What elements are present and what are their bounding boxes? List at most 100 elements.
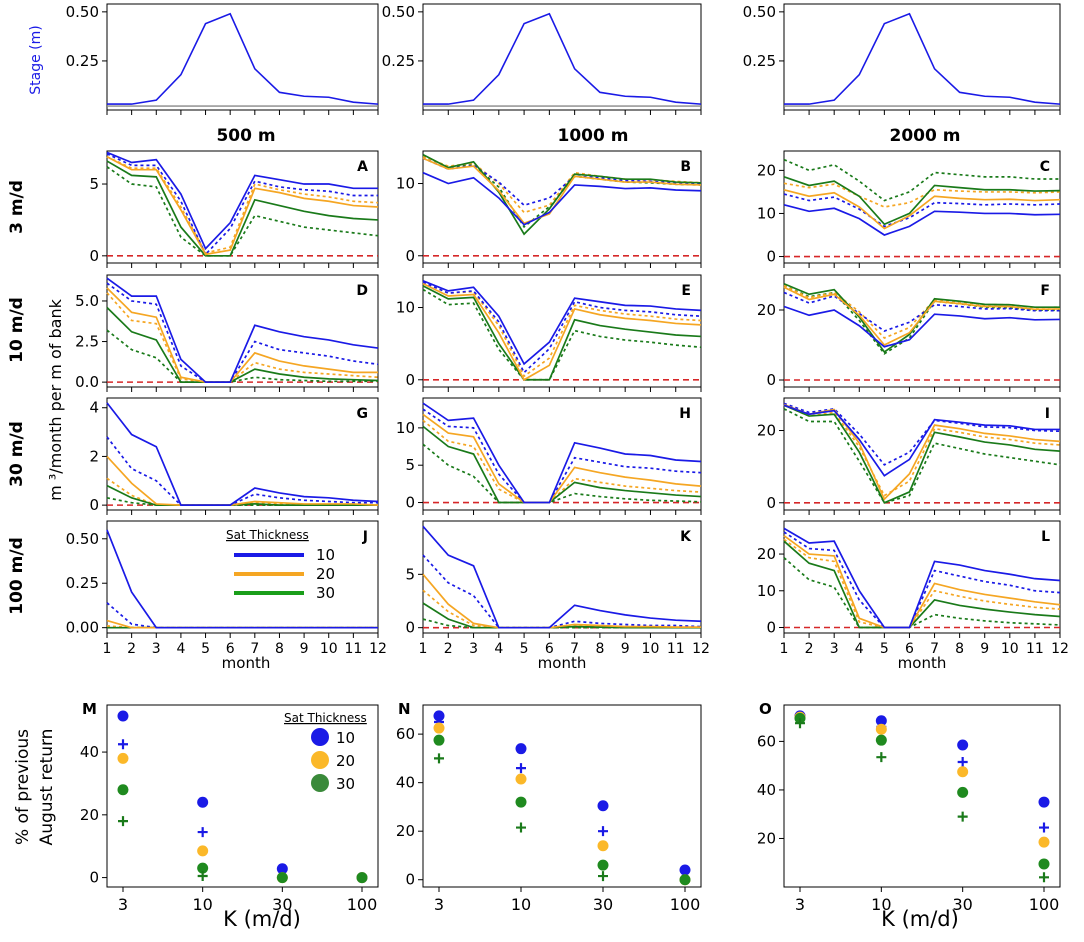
marker-circle-30: [957, 786, 969, 798]
marker-plus-30: [197, 871, 208, 882]
marker-circle-30: [276, 872, 288, 884]
ytick-label: 60: [757, 732, 776, 750]
row-title-3: 3 m/d: [7, 180, 27, 234]
ytick-label: 10: [396, 299, 415, 317]
series-line-30-solid: [422, 602, 701, 629]
stage-axes-frame: [106, 3, 379, 111]
marker-circle-10: [433, 710, 445, 722]
panel-letter: N: [398, 700, 411, 718]
stage-panel: [418, 3, 702, 115]
marker-circle-30: [197, 862, 209, 874]
panel-frame: [422, 274, 702, 388]
ytick-label: 10: [757, 582, 776, 600]
panel-letter: K: [680, 529, 692, 545]
row-title-30: 30 m/d: [7, 421, 27, 487]
stage-line: [784, 12, 1061, 105]
marker-circle-30: [679, 874, 691, 886]
panel-letter: J: [362, 529, 368, 545]
marker-circle-30: [1038, 858, 1050, 870]
xtick-label: 10: [320, 641, 338, 657]
xtick-label: 9: [980, 641, 989, 657]
series-line-10-solid: [783, 204, 1061, 236]
xtick-label: 100: [670, 895, 701, 914]
marker-circle-20: [197, 845, 209, 857]
marker-plus-10: [1039, 822, 1049, 833]
series-line-30-solid: [783, 404, 1061, 504]
series-line-20-solid: [422, 413, 702, 504]
panel-frame: [783, 397, 1061, 511]
xtick-label: 30: [952, 895, 972, 914]
ytick-label: 5.0: [75, 292, 99, 310]
series-line-30-solid: [422, 153, 702, 236]
series-line-20-solid: [783, 403, 1061, 501]
marker-circle-20: [117, 752, 129, 764]
panel-O: [779, 704, 1061, 892]
xtick-label: 2: [127, 641, 136, 657]
legend-dot-30: [311, 774, 329, 792]
ytick-label: 0: [766, 371, 776, 389]
panel-frame: [422, 397, 702, 511]
ytick-label: 20: [757, 829, 776, 847]
marker-circle-10: [875, 715, 887, 727]
series-line-30-dotted: [106, 166, 379, 257]
ytick-label: 5: [405, 565, 415, 583]
marker-circle-10: [597, 800, 609, 812]
stage-axes-frame: [422, 3, 702, 111]
ytick-label: 4: [89, 399, 99, 417]
month-xlabel-1: month: [222, 654, 271, 672]
xtick-label: 11: [667, 641, 685, 657]
series-line-20-dotted: [422, 155, 702, 214]
xtick-label: 1: [103, 641, 112, 657]
k-xlabel-1: K (m/d): [223, 907, 301, 931]
legend-lines: Sat Thickness 10 20 30: [226, 528, 335, 602]
xtick-label: 2: [805, 641, 814, 657]
xtick-label: 8: [275, 641, 284, 657]
ytick-label: 0.25: [66, 574, 99, 592]
xtick-label: 3: [434, 895, 444, 914]
panel-frame: [106, 520, 379, 634]
series-line-30-dotted: [783, 158, 1060, 202]
series-line-20-dotted: [422, 589, 701, 629]
series-line-30-solid: [422, 285, 702, 381]
ytick-label: 20: [757, 422, 776, 440]
xtick-label: 4: [855, 641, 864, 657]
xtick-label: 30: [272, 895, 292, 914]
xtick-label: 10: [642, 641, 660, 657]
series-line-30-solid: [106, 484, 378, 506]
panel-D: [102, 274, 379, 392]
series-line-20-solid: [422, 573, 701, 629]
series-line-10-dotted: [106, 436, 378, 506]
panel-G: [102, 397, 379, 515]
ytick-label: 0: [766, 248, 776, 266]
series-line-20-dotted: [422, 419, 702, 504]
series-line-10-solid: [783, 527, 1061, 629]
stage-ytick-label: 0.25: [743, 52, 776, 70]
panel-letter: D: [356, 283, 368, 299]
panel-N: [418, 704, 702, 892]
legend-line-label-20: 20: [316, 565, 335, 583]
stage-ytick-label: 0.25: [66, 52, 99, 70]
panel-frame: [422, 704, 702, 888]
panel-letter: B: [680, 159, 691, 175]
month-xlabel-2: month: [538, 654, 587, 672]
marker-circle-30: [515, 796, 527, 808]
xtick-label: 9: [300, 641, 309, 657]
legend-dot-20: [311, 751, 329, 769]
legend-line-label-30: 30: [316, 584, 335, 602]
panel-frame: [783, 704, 1061, 888]
series-line-30-solid: [106, 160, 379, 257]
panel-frame: [106, 397, 379, 511]
series-line-10-solid: [106, 277, 379, 383]
marker-plus-10: [118, 739, 128, 750]
series-line-20-dotted: [783, 182, 1061, 208]
xtick-label: 100: [1029, 895, 1060, 914]
marker-plus-30: [1039, 872, 1049, 883]
ytick-label: 60: [396, 725, 415, 743]
xtick-label: 3: [118, 895, 128, 914]
series-line-10-dotted: [422, 554, 702, 629]
xtick-label: 1: [419, 641, 428, 657]
xtick-label: 2: [444, 641, 453, 657]
ytick-label: 0: [89, 869, 99, 887]
column-title-1000m: 1000 m: [558, 126, 629, 146]
series-line-10-solid: [422, 402, 702, 504]
